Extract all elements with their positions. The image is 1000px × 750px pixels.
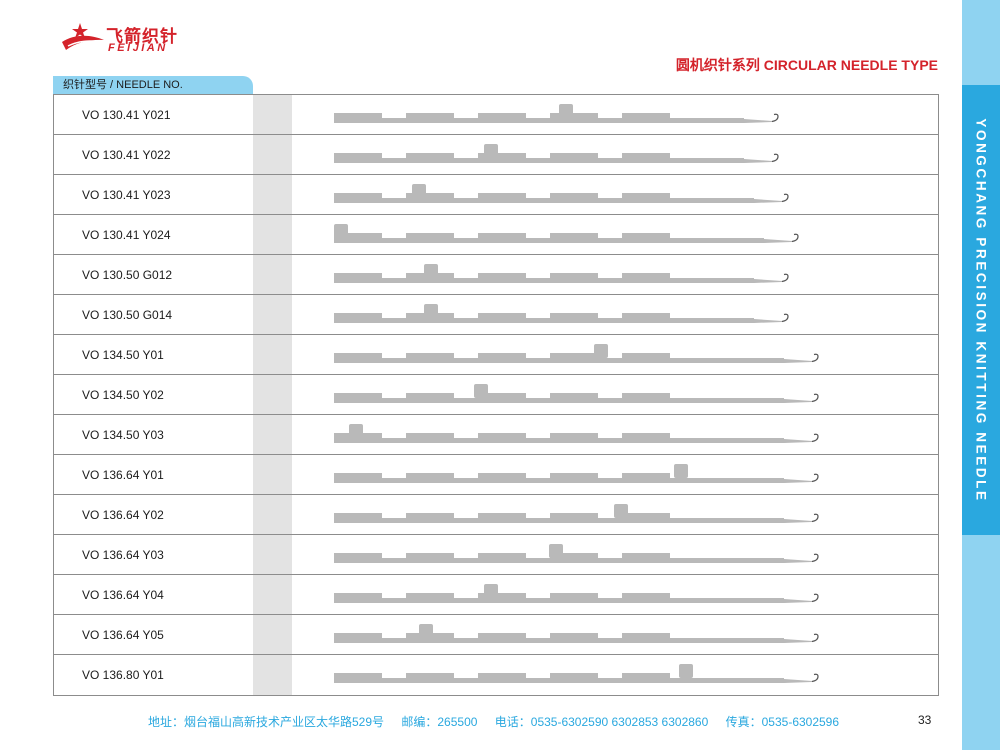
needle-label: VO 130.41 Y021 bbox=[82, 108, 171, 122]
needle-label: VO 130.41 Y024 bbox=[82, 228, 171, 242]
column-header: 织针型号 / NEEDLE NO. bbox=[53, 76, 253, 94]
footer-address: 地址：烟台福山高新技术产业区太华路529号 bbox=[148, 715, 385, 729]
needle-drawing-icon bbox=[334, 584, 819, 603]
needle-drawing-icon bbox=[334, 624, 819, 643]
needle-drawing-icon bbox=[334, 384, 819, 403]
brand-name-cn: 飞箭织针 bbox=[106, 27, 178, 46]
needle-row: VO 134.50 Y03 bbox=[54, 415, 938, 455]
needle-row: VO 130.50 G012 bbox=[54, 255, 938, 295]
needle-label: VO 136.64 Y02 bbox=[82, 508, 164, 522]
needle-label: VO 130.41 Y023 bbox=[82, 188, 171, 202]
needle-label: VO 130.41 Y022 bbox=[82, 148, 171, 162]
page-title: 圆机织针系列 CIRCULAR NEEDLE TYPE bbox=[675, 57, 938, 73]
needle-row: VO 134.50 Y02 bbox=[54, 375, 938, 415]
needle-label: VO 130.50 G012 bbox=[82, 268, 173, 282]
needle-drawing-icon bbox=[334, 544, 819, 563]
needle-row: VO 136.64 Y02 bbox=[54, 495, 938, 535]
needle-drawing-icon bbox=[334, 424, 819, 443]
needle-label: VO 134.50 Y01 bbox=[82, 348, 164, 362]
brand-logo: 飞箭织针 FEIJIAN bbox=[60, 20, 200, 56]
needle-label: VO 136.64 Y05 bbox=[82, 628, 164, 642]
needle-row: VO 134.50 Y01 bbox=[54, 335, 938, 375]
needle-label: VO 136.64 Y03 bbox=[82, 548, 164, 562]
needle-label: VO 130.50 G014 bbox=[82, 308, 173, 322]
needle-row: VO 136.64 Y03 bbox=[54, 535, 938, 575]
needle-drawing-icon bbox=[334, 264, 789, 283]
needle-row: VO 130.41 Y023 bbox=[54, 175, 938, 215]
needle-row: VO 136.80 Y01 bbox=[54, 655, 938, 695]
logo-icon bbox=[62, 23, 104, 50]
needle-drawing-icon bbox=[334, 224, 799, 243]
needle-drawing-icon bbox=[334, 304, 789, 323]
brand-name-en: FEIJIAN bbox=[108, 42, 168, 54]
page-number: 33 bbox=[918, 713, 932, 727]
needle-row: VO 136.64 Y04 bbox=[54, 575, 938, 615]
needle-drawing-icon bbox=[334, 144, 779, 163]
needle-row: VO 136.64 Y05 bbox=[54, 615, 938, 655]
needle-drawing-icon bbox=[334, 664, 819, 683]
needle-drawing-icon bbox=[334, 184, 789, 203]
footer-fax: 传真：0535-6302596 bbox=[725, 715, 840, 729]
footer-postcode: 邮编：265500 bbox=[401, 715, 478, 729]
needle-row: VO 130.41 Y021 bbox=[54, 95, 938, 135]
needle-label: VO 136.64 Y01 bbox=[82, 468, 164, 482]
needle-label: VO 134.50 Y03 bbox=[82, 428, 164, 442]
needle-label: VO 136.64 Y04 bbox=[82, 588, 164, 602]
needle-label: VO 134.50 Y02 bbox=[82, 388, 164, 402]
footer-phone: 电话：0535-6302590 6302853 6302860 bbox=[494, 715, 709, 729]
needle-table: VO 130.41 Y021 VO 130.41 Y022 VO 130.41 Y0… bbox=[53, 94, 939, 696]
needle-drawing-icon bbox=[334, 344, 819, 363]
needle-drawing-icon bbox=[334, 104, 779, 123]
footer-contact: 地址：烟台福山高新技术产业区太华路529号 邮编：265500 电话：0535-… bbox=[148, 713, 853, 730]
side-band bbox=[962, 0, 1000, 750]
needle-row: VO 130.41 Y024 bbox=[54, 215, 938, 255]
side-title: YONGCHANG PRECISION KNITTING NEEDLE bbox=[973, 117, 989, 503]
needle-drawing-icon bbox=[334, 464, 819, 483]
needle-row: VO 130.50 G014 bbox=[54, 295, 938, 335]
gray-column bbox=[253, 95, 292, 695]
needle-drawing-icon bbox=[334, 504, 819, 523]
needle-row: VO 136.64 Y01 bbox=[54, 455, 938, 495]
needle-label: VO 136.80 Y01 bbox=[82, 668, 164, 682]
needle-row: VO 130.41 Y022 bbox=[54, 135, 938, 175]
